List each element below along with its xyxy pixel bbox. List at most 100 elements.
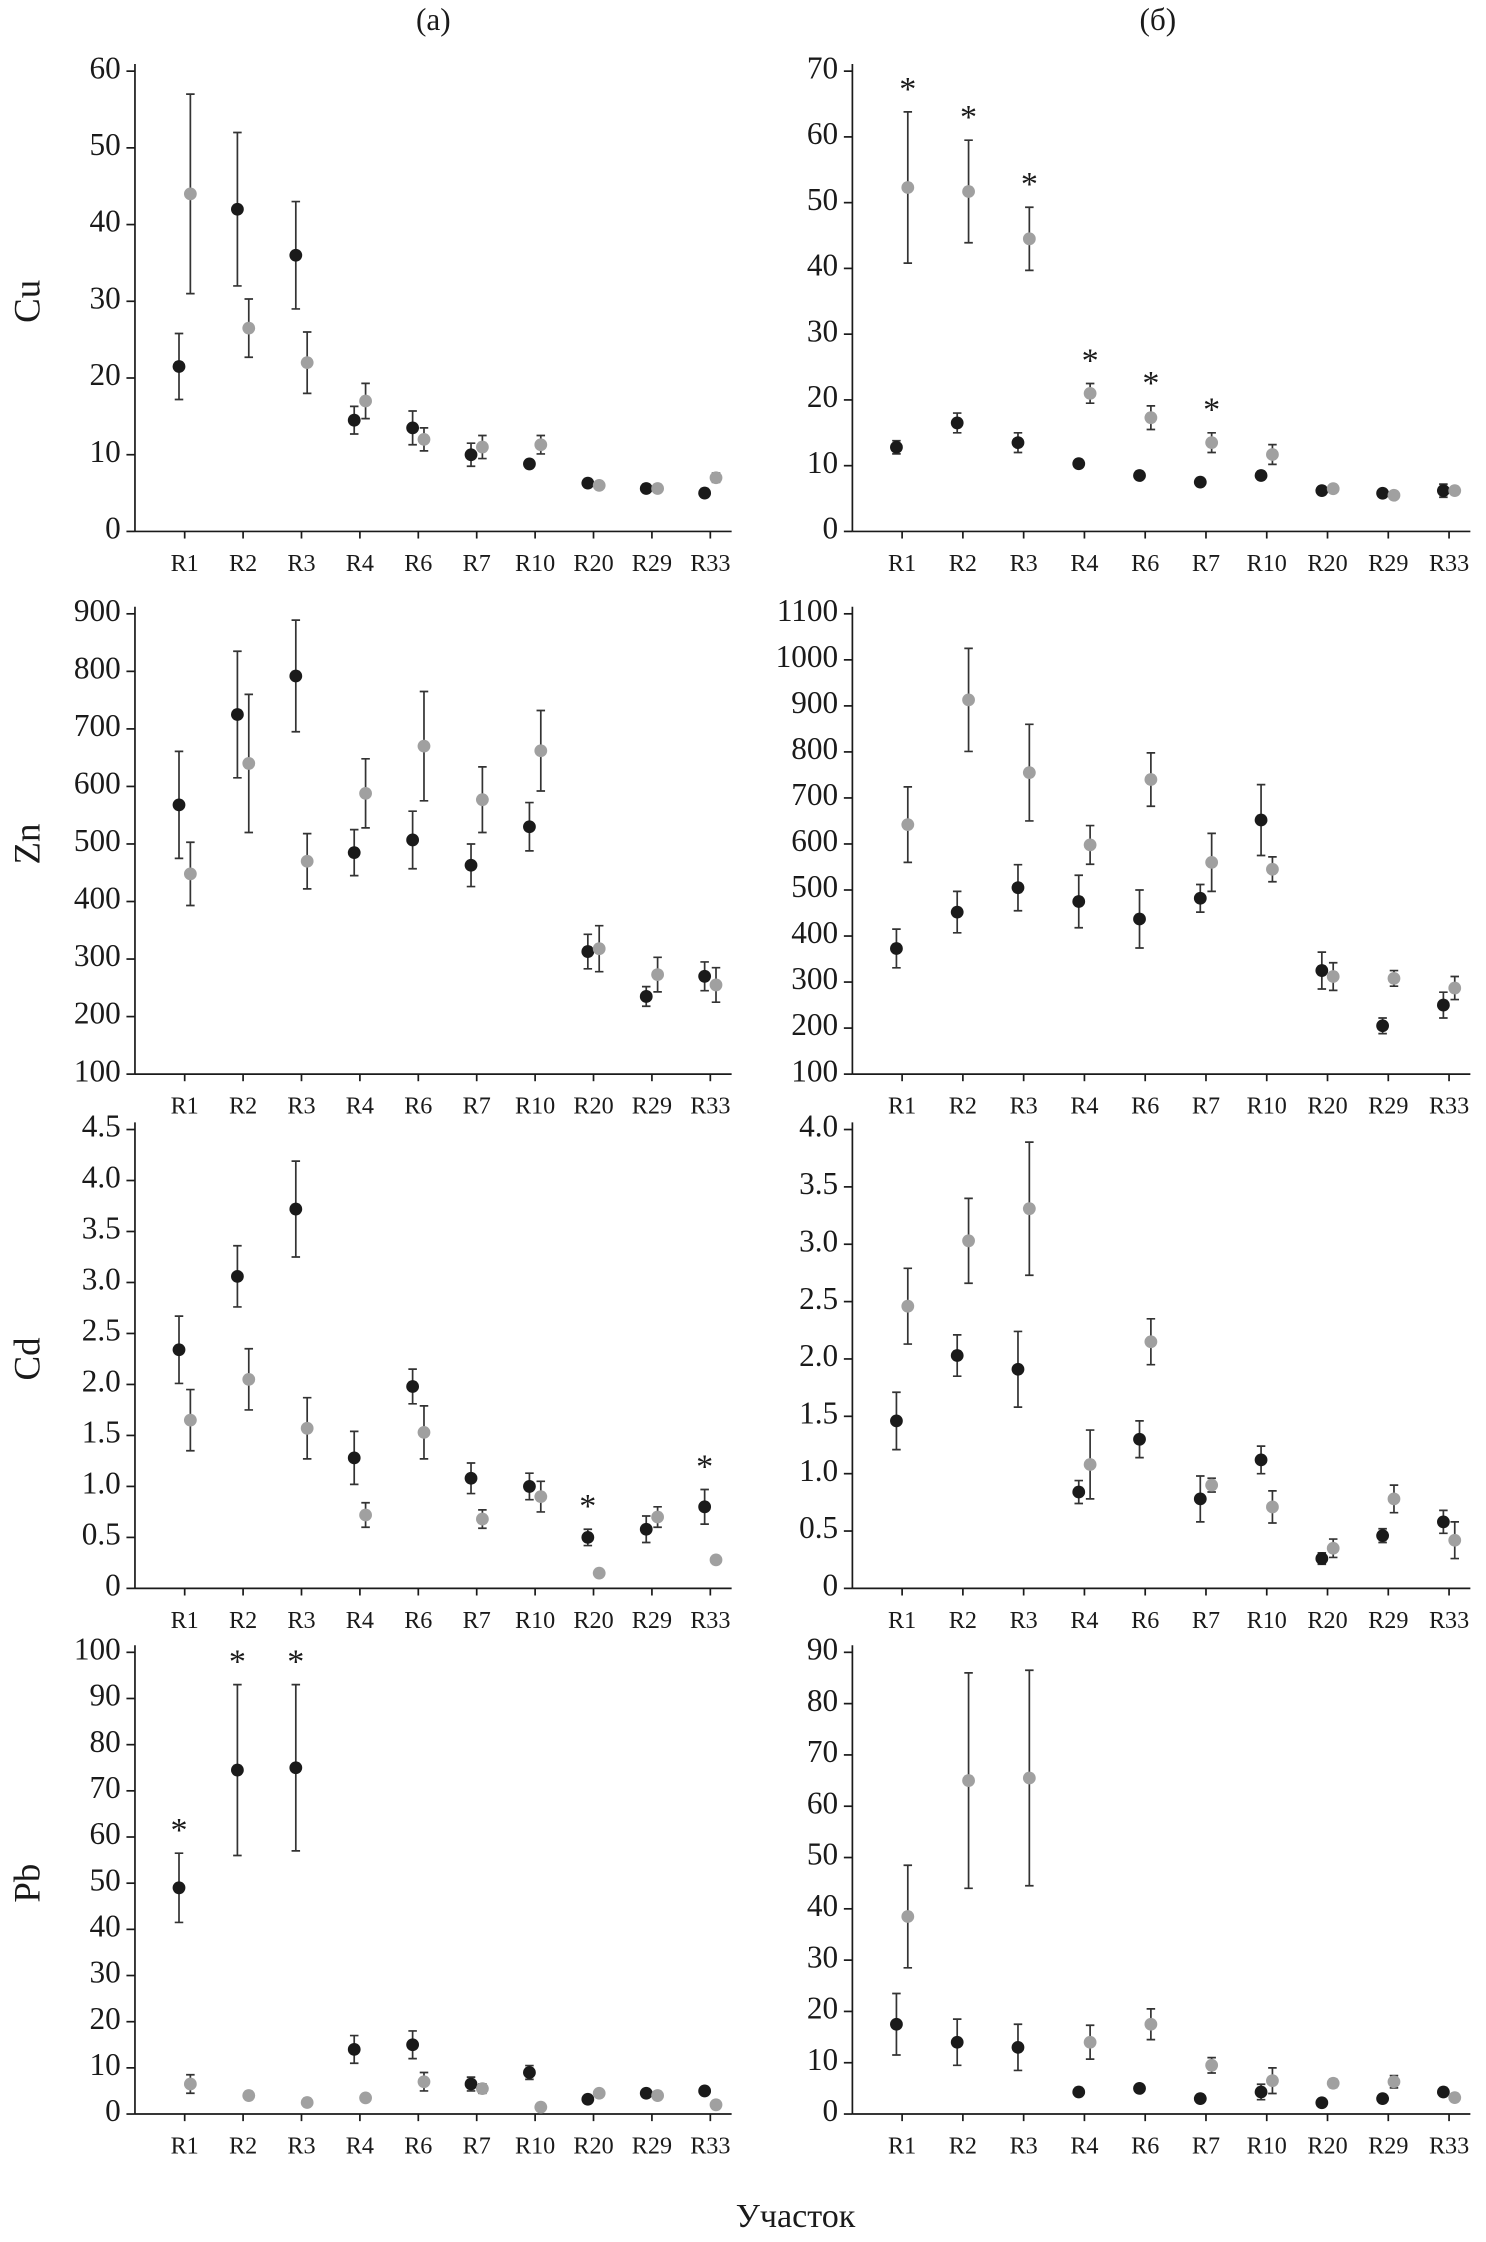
y-tick-label: 4.0 (82, 1160, 121, 1195)
annotation: * (579, 1488, 596, 1525)
y-axis-label: Cd (7, 1337, 48, 1381)
x-tick-label: R1 (888, 2133, 916, 2160)
point (1205, 2058, 1219, 2072)
point (901, 1299, 915, 1313)
y-tick-label: 10 (90, 434, 121, 469)
x-tick-label: R6 (1131, 1093, 1159, 1120)
x-tick-label: R4 (346, 1607, 374, 1634)
x-tick-label: R3 (1010, 1607, 1038, 1634)
y-tick-label: 60 (90, 1816, 121, 1851)
point (289, 669, 303, 683)
y-tick-label: 20 (90, 357, 121, 392)
point (242, 2089, 256, 2102)
point (698, 2084, 712, 2098)
point (1266, 2074, 1279, 2088)
point (950, 416, 964, 430)
x-tick-label: R10 (1247, 2133, 1287, 2160)
point (406, 833, 420, 847)
x-tick-label: R7 (463, 1607, 491, 1634)
point (300, 1421, 314, 1435)
y-tick-label: 30 (90, 1955, 121, 1990)
y-tick-label: 70 (90, 1770, 121, 1805)
x-tick-label: R10 (515, 550, 555, 577)
point (1144, 773, 1158, 786)
y-tick-label: 0 (105, 2093, 121, 2128)
point (1315, 484, 1329, 498)
point (1011, 436, 1025, 450)
point (592, 1566, 606, 1580)
x-tick-label: R10 (515, 2133, 555, 2160)
x-tick-label: R33 (690, 550, 730, 577)
x-tick-label: R6 (1131, 2133, 1159, 2160)
point (639, 482, 653, 495)
y-tick-label: 1.5 (799, 1395, 838, 1430)
x-tick-label: R33 (690, 1093, 730, 1120)
y-tick-label: 900 (74, 593, 121, 628)
point (1436, 1515, 1450, 1529)
y-tick-label: 30 (807, 1939, 838, 1974)
y-tick-label: 40 (90, 1909, 121, 1944)
point (172, 1881, 186, 1895)
point (534, 2100, 548, 2114)
point (901, 818, 915, 832)
y-tick-label: 0.5 (82, 1517, 121, 1552)
point (890, 440, 903, 454)
point (183, 187, 197, 201)
x-tick-label: R1 (171, 1093, 199, 1120)
x-tick-label: R1 (888, 550, 916, 577)
point (242, 757, 256, 770)
point (464, 858, 478, 872)
y-tick-label: 4.0 (799, 1109, 838, 1144)
point (1011, 1362, 1025, 1376)
point (1436, 484, 1450, 498)
x-tick-label: R29 (1368, 550, 1408, 577)
y-tick-label: 10 (807, 445, 838, 480)
y-tick-label: 30 (807, 313, 838, 348)
point (359, 1508, 372, 1522)
y-tick-label: 10 (807, 2042, 838, 2077)
point (962, 1234, 975, 1248)
y-tick-label: 90 (807, 1631, 838, 1666)
point (1387, 2075, 1401, 2089)
y-tick-label: 70 (807, 1734, 838, 1769)
x-tick-label: R33 (1429, 1093, 1469, 1120)
point (289, 248, 303, 262)
y-tick-label: 500 (791, 869, 838, 904)
x-tick-label: R20 (1307, 550, 1347, 577)
point (183, 1413, 197, 1427)
point (651, 482, 664, 495)
point (1254, 1453, 1268, 1467)
point (709, 978, 723, 992)
y-tick-label: 800 (791, 731, 838, 766)
point (475, 440, 489, 454)
x-tick-label: R33 (690, 1607, 730, 1634)
x-tick-label: R20 (1307, 1093, 1347, 1120)
y-axis-label: Zn (7, 823, 48, 864)
point (1022, 232, 1036, 246)
point (1387, 971, 1401, 985)
x-tick-label: R6 (1131, 550, 1159, 577)
x-tick-label: R4 (1070, 1607, 1098, 1634)
point (1011, 881, 1025, 895)
point (1376, 486, 1390, 500)
point (1387, 1492, 1401, 1506)
x-tick-label: R10 (515, 1093, 555, 1120)
x-tick-label: R2 (229, 1607, 257, 1634)
x-tick-label: R10 (515, 1607, 555, 1634)
point (464, 1471, 478, 1485)
x-tick-label: R4 (1070, 550, 1098, 577)
y-tick-label: 600 (791, 823, 838, 858)
point (1144, 2017, 1158, 2031)
point (523, 820, 536, 834)
point (1022, 766, 1036, 780)
point (592, 2086, 606, 2100)
x-tick-label: R20 (573, 1607, 613, 1634)
y-tick-label: 20 (90, 2001, 121, 2036)
x-tick-label: R10 (1247, 550, 1287, 577)
y-tick-label: 80 (90, 1724, 121, 1759)
point (592, 942, 606, 956)
y-tick-label: 400 (74, 881, 121, 916)
point (347, 1451, 361, 1465)
annotation: * (1203, 392, 1220, 429)
point (289, 1761, 303, 1775)
